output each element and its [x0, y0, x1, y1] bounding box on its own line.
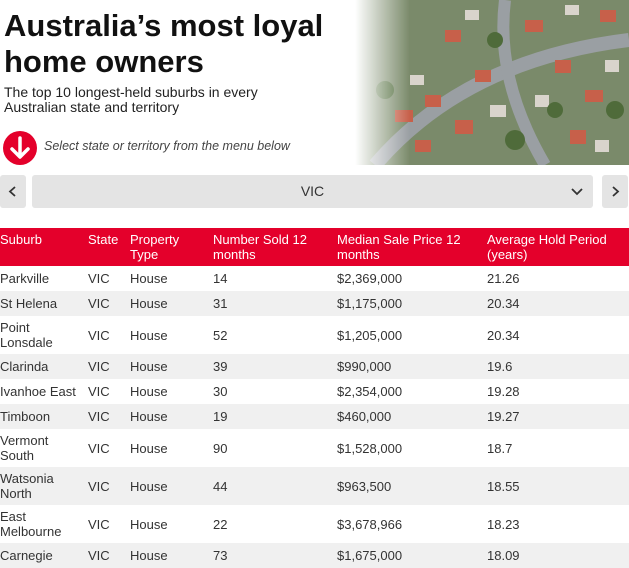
header-row: Suburb State Property Type Number Sold 12 m… — [0, 228, 629, 266]
table-cell: Point Lonsdale — [0, 320, 53, 350]
table-cell: St Helena — [0, 291, 88, 316]
table-cell: 21.26 — [487, 271, 520, 286]
table-row: East Melbourne VIC House 22 $3,678,966 18.23 — [0, 505, 629, 543]
column-header: Suburb — [0, 228, 88, 266]
column-header: Average Hold Period (years) — [487, 228, 629, 266]
table-cell: House — [130, 467, 213, 505]
table-cell: 19.27 — [487, 404, 629, 429]
table-cell: Clarinda — [0, 354, 88, 379]
table-cell: VIC — [88, 291, 130, 316]
table-cell: 31 — [213, 291, 337, 316]
table-cell: 90 — [213, 440, 228, 456]
table-cell: House — [130, 440, 168, 456]
table-cell: 73 — [213, 543, 337, 568]
table-cell: VIC — [88, 271, 110, 286]
column-header: Property Type — [130, 228, 213, 266]
table-cell: House — [130, 516, 168, 532]
table-cell: House — [130, 291, 213, 316]
table-cell: $1,175,000 — [337, 291, 487, 316]
table-row: Point Lonsdale VIC House 52 $1,205,000 20.34 — [0, 316, 629, 354]
table-row: Watsonia North VIC House 44 $963,500 18.55 — [0, 467, 629, 505]
table-row: Clarinda VIC House 39 $990,000 19.6 — [0, 354, 629, 379]
suburbs-table: Suburb State Property Type Number Sold 12 m… — [0, 228, 629, 568]
table-row: Parkville VIC House 14 $2,369,000 21.26 — [0, 266, 629, 291]
table-row: Timboon VIC House 19 $460,000 19.27 — [0, 404, 629, 429]
table-row: St Helena VIC House 31 $1,175,000 20.34 — [0, 291, 629, 316]
table-cell: House — [130, 384, 168, 399]
table-cell: House — [130, 271, 168, 286]
table-cell: 20.34 — [487, 327, 520, 343]
table-row: Ivanhoe East VIC House 30 $2,354,000 19.28 — [0, 379, 629, 404]
table-cell: VIC — [88, 404, 130, 429]
table-cell: Ivanhoe East — [0, 384, 76, 399]
column-header: Median Sale Price 12 months — [337, 228, 487, 266]
table-cell: 22 — [213, 516, 228, 532]
table-cell: $2,354,000 — [337, 384, 403, 399]
table-cell: $460,000 — [337, 404, 487, 429]
instruction: Select state or territory from the menu … — [44, 139, 290, 153]
table-cell: 14 — [213, 271, 228, 286]
table-cell: 30 — [213, 384, 228, 399]
table-cell: 19 — [213, 404, 337, 429]
table-cell: 19.28 — [487, 384, 520, 399]
selected-state: VIC — [300, 183, 325, 199]
table-cell: House — [130, 327, 168, 343]
table-cell: House — [130, 404, 213, 429]
table-cell: VIC — [88, 543, 130, 568]
table-cell: 18.55 — [487, 467, 629, 505]
table-cell: 18.7 — [487, 440, 513, 456]
table-cell: $990,000 — [337, 354, 487, 379]
table-cell: 39 — [213, 354, 337, 379]
table-cell: 52 — [213, 327, 228, 343]
header-photo — [355, 0, 629, 165]
column-header: Number Sold 12 months — [213, 228, 337, 266]
table-cell: House — [130, 354, 213, 379]
table-cell: VIC — [88, 467, 130, 505]
dropdown-chevron — [571, 188, 583, 196]
left-chevron — [8, 186, 16, 197]
table-cell: East Melbourne — [0, 509, 62, 539]
table-cell: VIC — [88, 354, 130, 379]
table-cell: Watsonia North — [0, 467, 88, 505]
table-cell: $1,528,000 — [337, 440, 403, 456]
table-cell: 18.23 — [487, 516, 520, 532]
table-cell: VIC — [88, 327, 110, 343]
table-cell: 44 — [213, 467, 337, 505]
table-cell: 18.09 — [487, 543, 629, 568]
table-cell: Vermont South — [0, 433, 49, 463]
table-cell: $1,675,000 — [337, 543, 487, 568]
table-cell: VIC — [88, 440, 110, 456]
table-cell: $1,205,000 — [337, 327, 403, 343]
previous-button[interactable] — [0, 175, 26, 208]
table-cell: VIC — [88, 384, 110, 399]
table-cell: 19.6 — [487, 354, 629, 379]
table-cell: $3,678,966 — [337, 516, 403, 532]
table-cell: Timboon — [0, 404, 88, 429]
down-arrow-icon — [3, 131, 37, 165]
state-dropdown[interactable]: VIC — [32, 175, 593, 208]
right-chevron — [612, 186, 620, 197]
table-cell: Parkville — [0, 271, 50, 286]
next-button[interactable] — [602, 175, 628, 208]
table-row: Carnegie VIC House 73 $1,675,000 18.09 — [0, 543, 629, 568]
table-cell: VIC — [88, 516, 110, 532]
table-cell: $963,500 — [337, 467, 487, 505]
page-title: Australia’s most loyal home owners — [4, 8, 324, 79]
table-cell: $2,369,000 — [337, 271, 403, 286]
subtitle: The top 10 longest-held suburbs in every… — [4, 84, 258, 115]
table-cell: Carnegie — [0, 543, 88, 568]
table-cell: 20.34 — [487, 291, 629, 316]
column-header: State — [88, 228, 130, 266]
table-row: Vermont South VIC House 90 $1,528,000 18.7 — [0, 429, 629, 467]
table-cell: House — [130, 543, 213, 568]
table-body: Parkville VIC House 14 $2,369,000 21.26 St Hel… — [0, 266, 629, 568]
